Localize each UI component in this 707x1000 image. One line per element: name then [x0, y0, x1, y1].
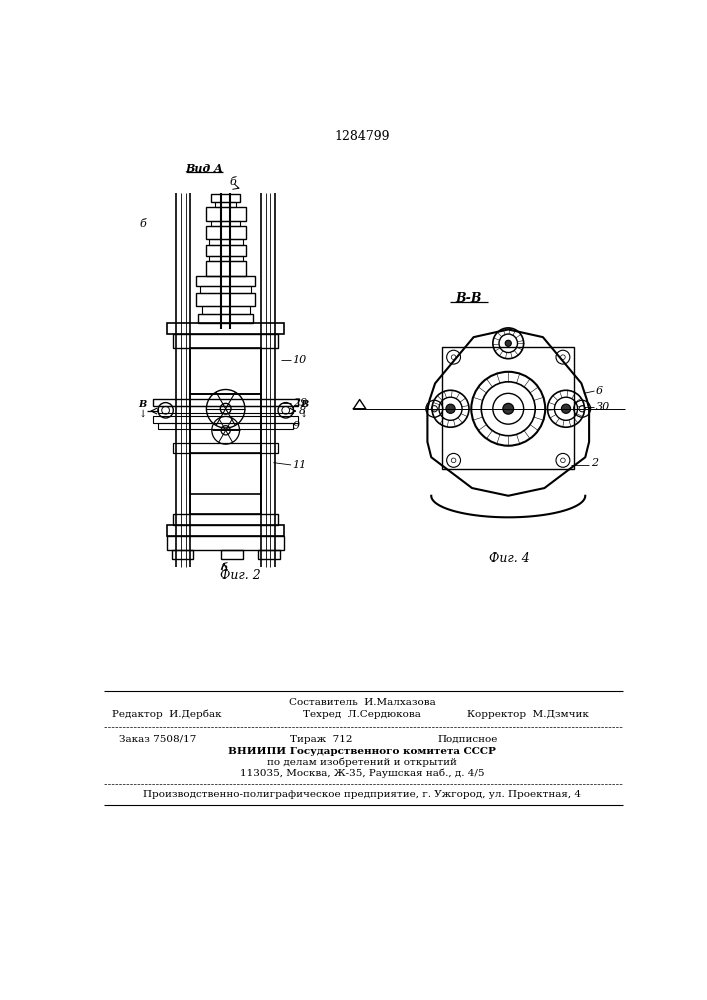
- Text: Корректор  М.Дзмчик: Корректор М.Дзмчик: [467, 710, 588, 719]
- Bar: [198, 314, 253, 323]
- Bar: [258, 550, 279, 559]
- Bar: [158, 423, 293, 429]
- Text: Составитель  И.Малхазова: Составитель И.Малхазова: [288, 698, 436, 707]
- Bar: [206, 261, 246, 276]
- Text: Фиг. 4: Фиг. 4: [489, 552, 530, 565]
- Text: 8: 8: [299, 406, 306, 416]
- Bar: [442, 347, 575, 469]
- Bar: [197, 276, 255, 286]
- Circle shape: [503, 403, 514, 414]
- Text: Фиг. 2: Фиг. 2: [220, 569, 261, 582]
- Bar: [215, 202, 236, 207]
- Bar: [206, 226, 246, 239]
- Text: 9: 9: [293, 421, 300, 431]
- Text: Производственно-полиграфическое предприятие, г. Ужгород, ул. Проектная, 4: Производственно-полиграфическое предприя…: [143, 790, 581, 799]
- Text: б: б: [139, 219, 146, 229]
- Text: 29: 29: [293, 398, 307, 408]
- Bar: [197, 293, 255, 306]
- Bar: [211, 221, 240, 226]
- Circle shape: [446, 404, 455, 413]
- Bar: [211, 194, 240, 202]
- Bar: [206, 207, 246, 221]
- Bar: [209, 256, 243, 261]
- Bar: [173, 514, 278, 525]
- Text: 10: 10: [293, 355, 307, 365]
- Bar: [172, 550, 193, 559]
- Bar: [190, 348, 261, 394]
- Text: Редактор  И.Дербак: Редактор И.Дербак: [112, 710, 222, 719]
- Bar: [167, 323, 284, 334]
- Text: В: В: [300, 400, 308, 409]
- Text: 2: 2: [590, 458, 597, 468]
- Text: 30: 30: [596, 402, 610, 412]
- Text: ↓: ↓: [139, 410, 146, 419]
- Text: 11: 11: [293, 460, 307, 470]
- Text: б: б: [229, 177, 236, 187]
- Bar: [167, 525, 284, 536]
- Bar: [200, 286, 251, 293]
- Circle shape: [506, 340, 511, 346]
- Text: б: б: [221, 563, 228, 573]
- Bar: [190, 453, 261, 514]
- Text: ↓: ↓: [300, 410, 308, 419]
- Text: Тираж  712: Тираж 712: [290, 735, 352, 744]
- Text: Вид A: Вид A: [185, 163, 223, 174]
- Text: В-В: В-В: [456, 292, 482, 305]
- Bar: [221, 550, 243, 559]
- Bar: [190, 394, 261, 494]
- Bar: [201, 306, 250, 314]
- Bar: [153, 416, 298, 423]
- Bar: [173, 334, 278, 348]
- Text: 1284799: 1284799: [334, 130, 390, 143]
- Text: ВНИИПИ Государственного комитета СССР: ВНИИПИ Государственного комитета СССР: [228, 747, 496, 756]
- Text: по делам изобретений и открытий: по делам изобретений и открытий: [267, 757, 457, 767]
- Bar: [167, 536, 284, 550]
- Text: В: В: [139, 400, 146, 409]
- Bar: [173, 443, 278, 453]
- Bar: [209, 239, 243, 245]
- Text: Заказ 7508/17: Заказ 7508/17: [119, 735, 197, 744]
- Text: Техред  Л.Сердюкова: Техред Л.Сердюкова: [303, 710, 421, 719]
- Text: 113035, Москва, Ж-35, Раушская наб., д. 4/5: 113035, Москва, Ж-35, Раушская наб., д. …: [240, 768, 484, 778]
- Circle shape: [561, 404, 571, 413]
- Bar: [206, 245, 246, 256]
- Bar: [153, 399, 298, 406]
- Bar: [158, 406, 293, 413]
- Text: 6: 6: [596, 386, 603, 396]
- Text: Подписное: Подписное: [437, 735, 498, 744]
